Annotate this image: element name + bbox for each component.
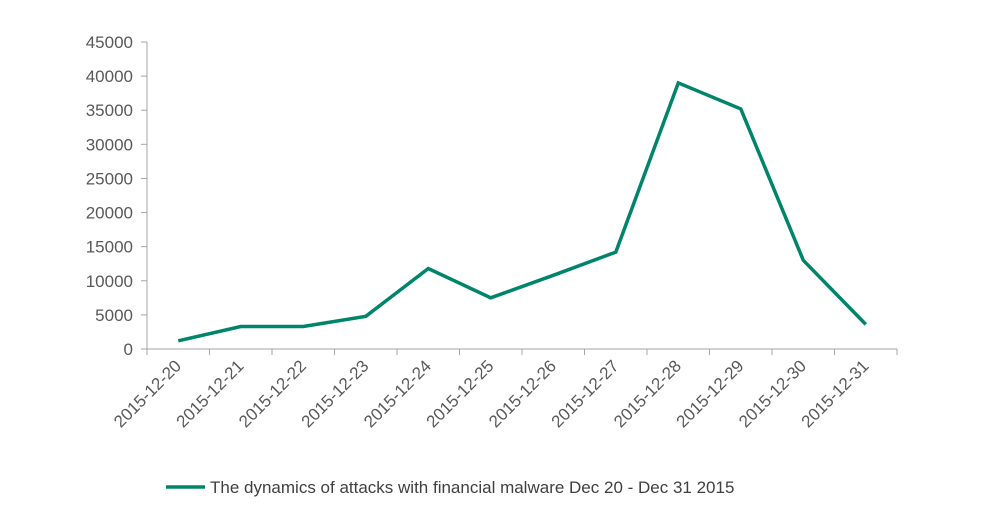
y-tick-label: 10000 (86, 272, 133, 291)
series-layer (177, 80, 868, 343)
y-axis: 0 5000 10000 15000 20000 25000 30000 35000 40000… (86, 33, 148, 359)
legend-label: The dynamics of attacks with financial m… (210, 478, 734, 497)
y-tick-label: 35000 (86, 101, 133, 120)
legend: The dynamics of attacks with financial m… (166, 478, 734, 497)
y-tick-label: 5000 (95, 306, 133, 325)
y-tick-label: 45000 (86, 33, 133, 52)
y-tick-label: 15000 (86, 238, 133, 257)
y-tick-label: 30000 (86, 135, 133, 154)
y-tick-label: 0 (124, 340, 133, 359)
x-tick-label: 2015-12-31 (798, 356, 873, 431)
y-tick-label: 20000 (86, 204, 133, 223)
series-line (177, 80, 868, 343)
x-axis: 2015-12-202015-12-212015-12-222015-12-23… (110, 348, 898, 431)
y-tick-label: 40000 (86, 67, 133, 86)
y-tick-label: 25000 (86, 169, 133, 188)
